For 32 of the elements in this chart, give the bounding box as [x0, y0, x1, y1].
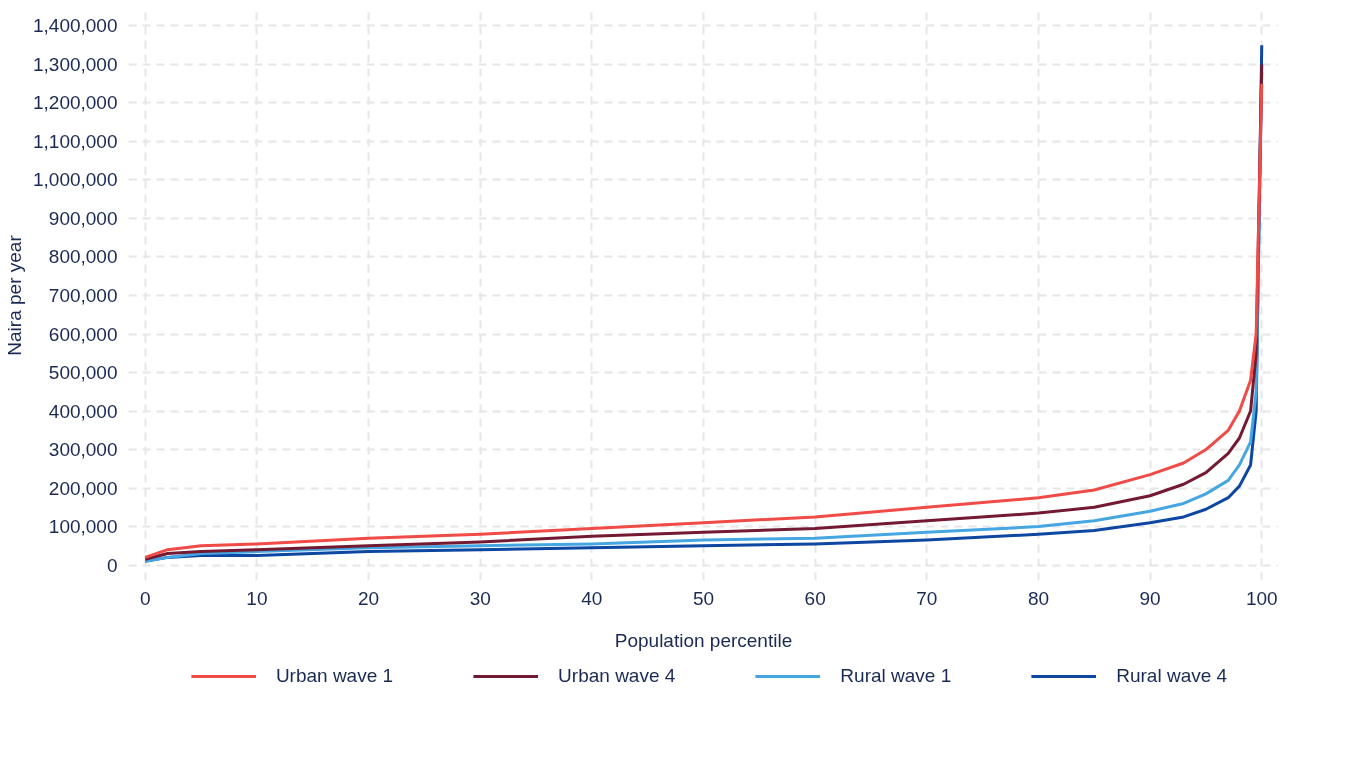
legend-label: Rural wave 4: [1116, 664, 1228, 687]
y-tick-label: 500,000: [48, 362, 118, 384]
y-tick-label: 1,300,000: [32, 53, 118, 75]
x-tick-label: 100: [1245, 587, 1278, 609]
y-tick-label: 400,000: [48, 400, 118, 422]
y-tick-label: 900,000: [48, 207, 118, 229]
x-tick-label: 30: [469, 587, 491, 609]
y-tick-label: 0: [106, 554, 118, 576]
x-tick-label: 10: [246, 587, 268, 609]
y-tick-label: 600,000: [48, 323, 118, 345]
y-tick-label: 800,000: [48, 246, 118, 268]
y-tick-label: 1,400,000: [32, 15, 118, 37]
legend-label: Urban wave 4: [558, 664, 676, 687]
x-tick-label: 40: [581, 587, 603, 609]
legend-label: Rural wave 1: [840, 664, 952, 687]
y-tick-label: 1,100,000: [32, 130, 118, 152]
legend-label: Urban wave 1: [275, 664, 394, 687]
y-tick-label: 1,000,000: [32, 169, 118, 191]
y-axis-title: Naira per year: [3, 234, 25, 356]
y-tick-label: 300,000: [48, 439, 118, 461]
x-tick-label: 50: [692, 587, 715, 609]
x-tick-label: 60: [804, 587, 826, 609]
y-tick-label: 1,200,000: [32, 92, 118, 114]
x-tick-label: 80: [1027, 587, 1050, 609]
x-tick-label: 70: [916, 587, 938, 609]
x-tick-label: 20: [357, 587, 380, 609]
y-tick-label: 100,000: [48, 516, 118, 538]
y-tick-label: 700,000: [48, 285, 118, 306]
x-axis-title: Population percentile: [614, 629, 793, 651]
x-tick-label: 90: [1139, 587, 1161, 609]
x-tick-label: 0: [139, 587, 151, 609]
y-tick-label: 200,000: [48, 477, 118, 499]
